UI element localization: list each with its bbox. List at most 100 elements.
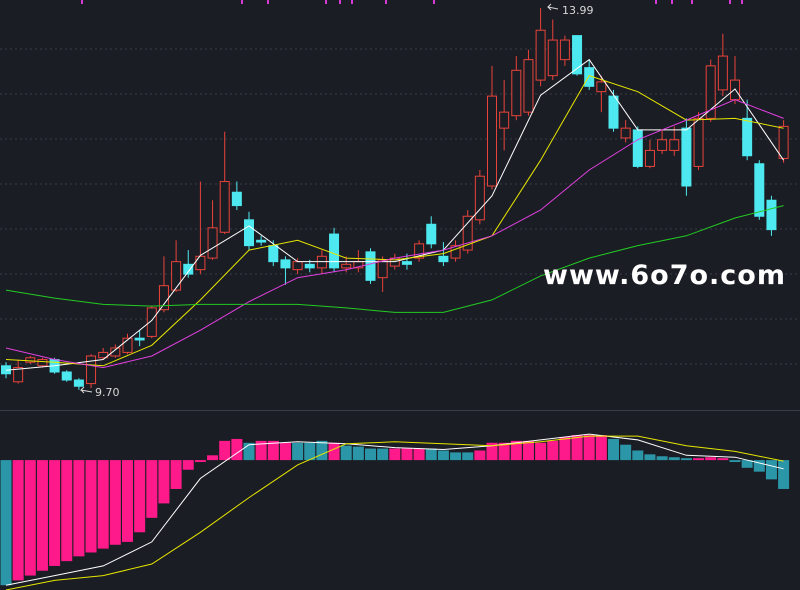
candle-body [98, 351, 109, 359]
histogram-bar [535, 442, 547, 461]
candle-body [766, 199, 777, 231]
histogram-bar [316, 440, 328, 461]
candle-body [268, 245, 279, 263]
candle-body [401, 261, 412, 265]
histogram-bar [85, 460, 97, 553]
line-series [5, 205, 784, 313]
histogram-bar [255, 440, 267, 461]
candle-body [681, 127, 692, 187]
histogram-bar [267, 440, 279, 461]
candle-body [207, 227, 218, 259]
histogram-bar [765, 460, 777, 480]
histogram-bar [61, 460, 73, 562]
histogram-bar [36, 460, 48, 571]
histogram-bar [680, 458, 692, 461]
histogram-bar [292, 442, 304, 461]
histogram-bar [352, 446, 364, 461]
candle-body [487, 95, 497, 187]
histogram-bar [778, 460, 790, 489]
candle-body [244, 219, 254, 247]
candle-body [365, 251, 376, 281]
candle-body [438, 255, 449, 263]
candle-body [474, 175, 485, 221]
histogram-bar [729, 460, 741, 463]
candle-body [195, 255, 206, 271]
candle-body [329, 233, 340, 269]
histogram-bar [620, 444, 632, 461]
histogram-bar [328, 442, 340, 461]
histogram-bar [97, 460, 109, 549]
histogram-bar [753, 460, 765, 472]
candle-body [596, 81, 607, 93]
histogram-bar [146, 460, 158, 518]
histogram-bar [608, 438, 619, 461]
histogram-bar [49, 460, 61, 566]
candle-body [742, 117, 753, 157]
histogram-bar [0, 460, 12, 586]
histogram-bar [73, 460, 85, 557]
histogram-bar [486, 442, 498, 461]
histogram-bar [717, 458, 729, 461]
histogram-bar [279, 442, 291, 461]
histogram-bar [583, 435, 595, 461]
candle-body [304, 263, 315, 269]
candle-body [341, 263, 352, 269]
candle-body [183, 263, 194, 275]
candle-body [547, 39, 558, 77]
candle-body [450, 245, 461, 259]
line-series [5, 435, 784, 590]
candle-body [511, 69, 522, 117]
candle-body [523, 59, 534, 113]
candle-body [657, 139, 668, 151]
candle-body [620, 127, 631, 139]
histogram-bar [498, 442, 510, 461]
candle-body [608, 95, 619, 129]
histogram-bar [194, 460, 206, 463]
histogram-bar [170, 460, 182, 489]
candle-body [426, 223, 437, 245]
low-label: 9.70 [95, 386, 120, 399]
candle-body [134, 337, 145, 341]
histogram-bar [644, 454, 656, 461]
candle-body [414, 243, 425, 259]
candle-body [61, 371, 72, 381]
watermark: www.6o7o.com [543, 260, 786, 291]
candle-body [256, 239, 267, 243]
histogram-bar [559, 437, 571, 461]
histogram-bar [158, 460, 170, 504]
histogram-bar [571, 435, 583, 461]
candle-body [292, 261, 303, 271]
candle-body [110, 347, 121, 357]
histogram-bar [122, 460, 133, 542]
histogram-bar [462, 452, 474, 461]
line-series [5, 99, 784, 369]
candle-body [122, 337, 133, 353]
candle-body [13, 367, 24, 383]
histogram-bar [668, 457, 680, 461]
candle-body [37, 359, 48, 367]
candle-body [705, 65, 716, 119]
candle-body [73, 379, 84, 387]
histogram-bar [377, 448, 389, 461]
candle-body [25, 357, 36, 363]
grid [0, 48, 800, 365]
histogram-bar [182, 460, 194, 470]
candle-body [693, 117, 704, 167]
candle-body [280, 259, 291, 269]
candle-body [171, 261, 182, 291]
candle-body [572, 35, 583, 75]
candle-body [778, 125, 789, 159]
candle-body [632, 129, 643, 167]
histogram-bar [510, 440, 522, 461]
histogram-bar [522, 440, 534, 461]
histogram-bar [425, 448, 437, 461]
histogram-bar [705, 457, 717, 461]
histogram-bar [207, 455, 219, 461]
candle-body [717, 55, 728, 91]
candle-body [86, 355, 97, 385]
histogram-bar [656, 456, 668, 461]
histogram-bar [109, 460, 121, 545]
histogram-bar [134, 460, 146, 533]
histogram-bar [231, 438, 243, 461]
